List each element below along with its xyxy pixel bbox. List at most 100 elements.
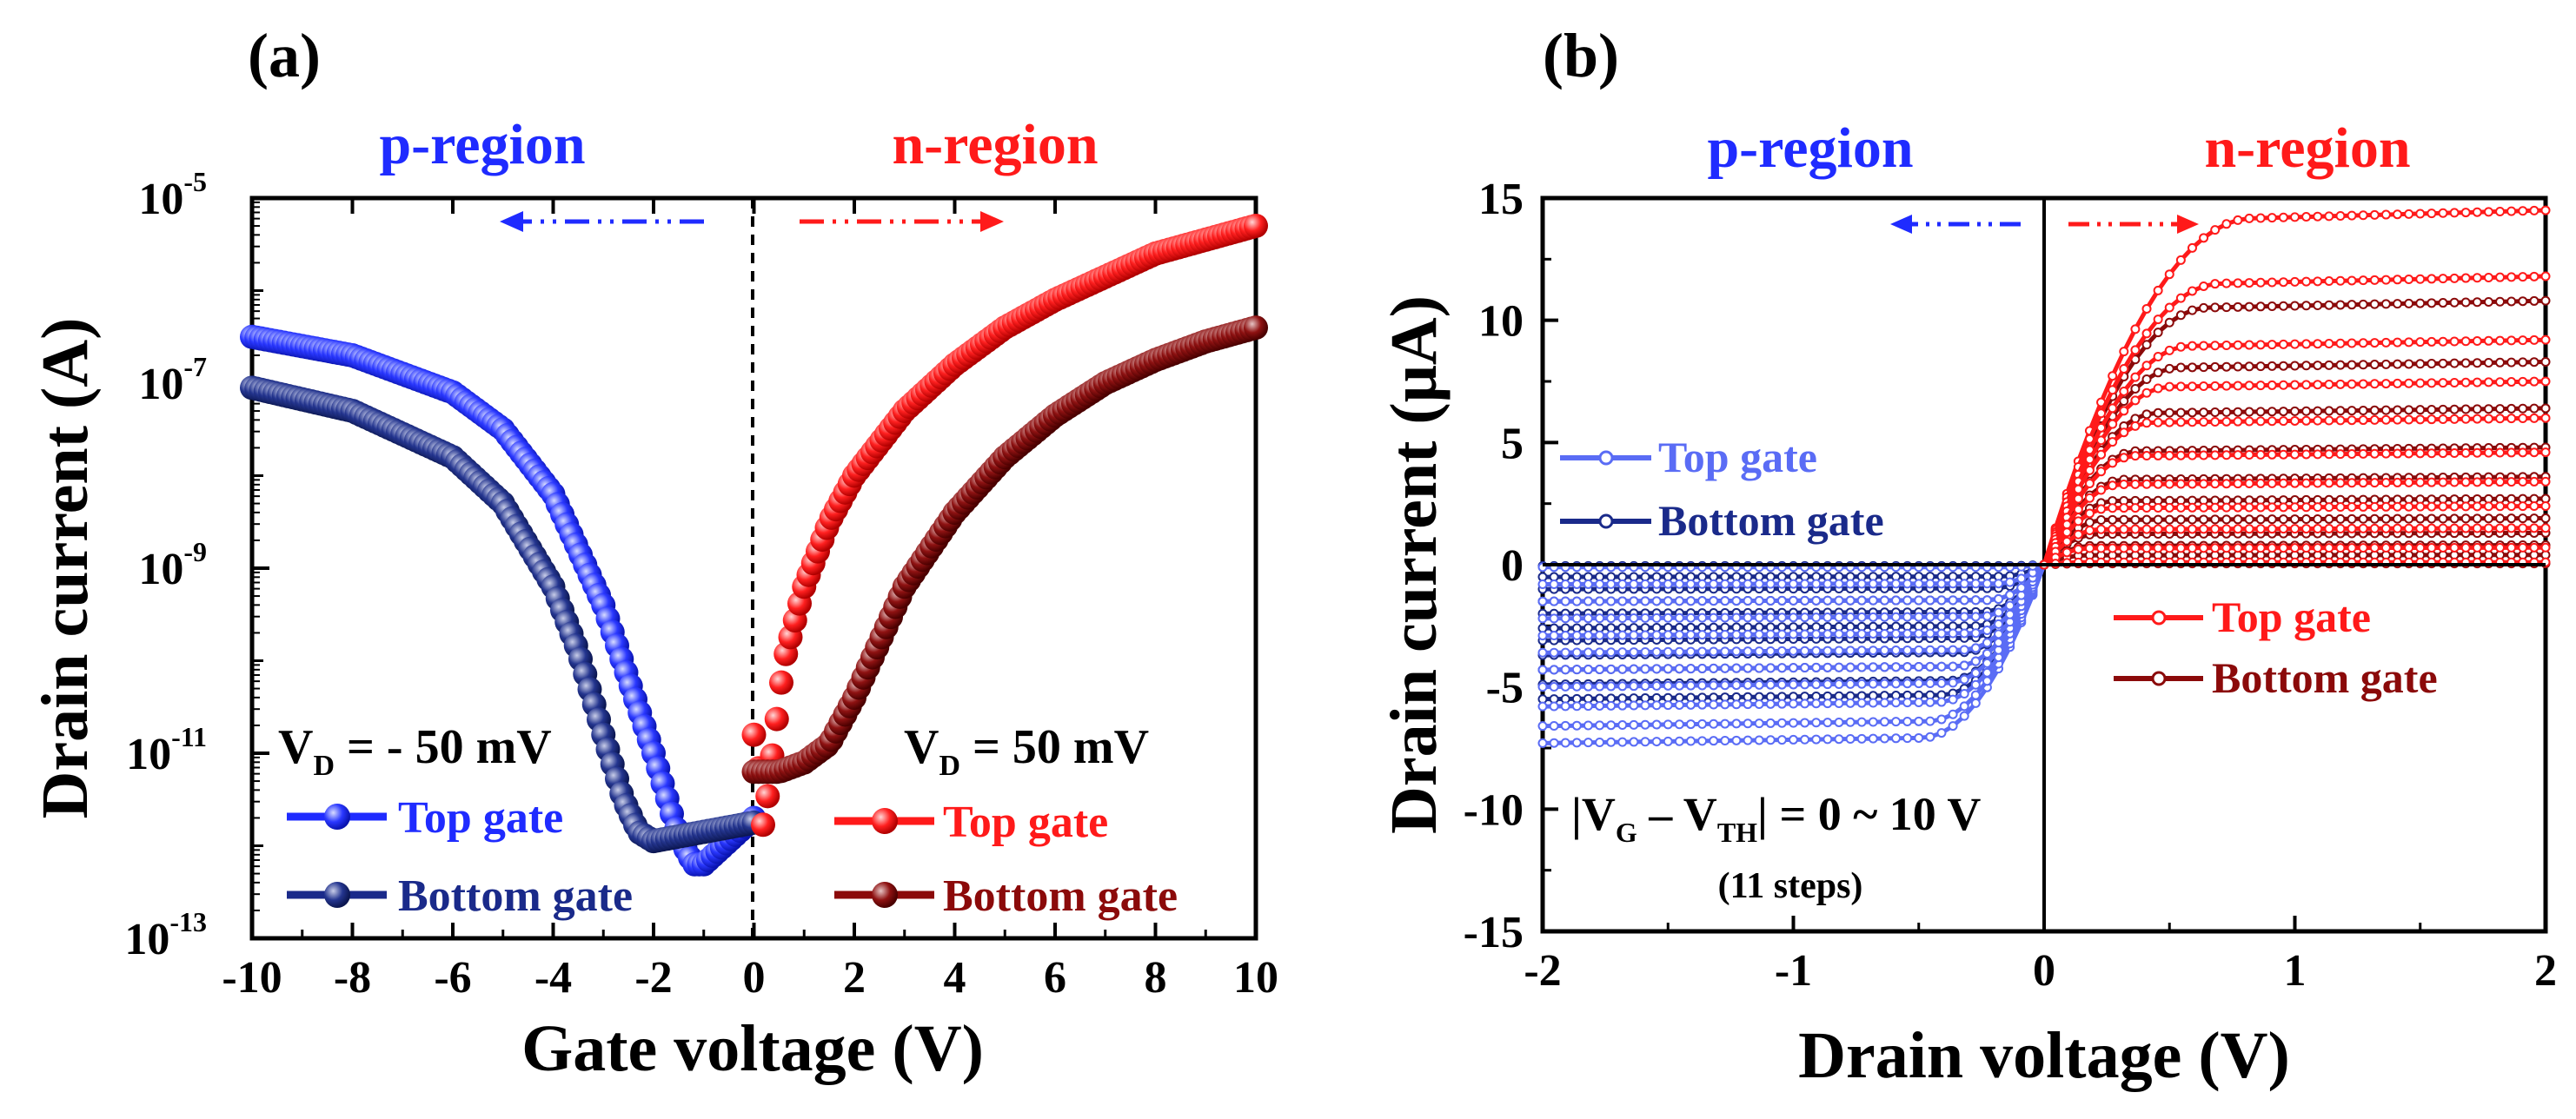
data-point bbox=[2119, 386, 2129, 396]
data-point bbox=[2153, 502, 2163, 513]
data-point bbox=[2335, 543, 2346, 553]
data-point bbox=[1982, 595, 1992, 606]
data-point bbox=[1560, 681, 1570, 692]
data-point bbox=[2369, 299, 2380, 309]
data-point bbox=[1709, 699, 1719, 710]
svg-text:Bottom gate: Bottom gate bbox=[943, 871, 1178, 921]
svg-text:Bottom gate: Bottom gate bbox=[398, 871, 633, 921]
data-point bbox=[2506, 206, 2517, 216]
data-point bbox=[1834, 698, 1844, 708]
data-point bbox=[2313, 415, 2323, 426]
data-point bbox=[1583, 613, 1593, 624]
data-point bbox=[1982, 648, 1992, 659]
data-point bbox=[1776, 579, 1787, 589]
data-point bbox=[2540, 447, 2551, 458]
data-point bbox=[2347, 360, 2357, 370]
data-point bbox=[2472, 523, 2482, 533]
data-point bbox=[1948, 645, 1958, 655]
data-point bbox=[2529, 413, 2539, 423]
data-point bbox=[1731, 680, 1742, 691]
data-point bbox=[2221, 524, 2232, 534]
data-point bbox=[1595, 737, 1605, 747]
data-point bbox=[1970, 595, 1981, 606]
x-tick-label: 2 bbox=[843, 953, 866, 1003]
data-point bbox=[1537, 631, 1548, 641]
panel-b-x-tick-labels: -2 -1 0 1 2 bbox=[1524, 946, 2557, 996]
data-point bbox=[1789, 612, 1798, 623]
data-point bbox=[2335, 502, 2346, 513]
y-tick-label: 15 bbox=[1478, 175, 1524, 224]
y-tick-label: 0 bbox=[1501, 541, 1524, 591]
data-point bbox=[2301, 478, 2312, 488]
data-point bbox=[1902, 645, 1913, 655]
data-point bbox=[2313, 449, 2323, 460]
data-point bbox=[2449, 414, 2460, 424]
data-point bbox=[2540, 476, 2551, 487]
data-point bbox=[2108, 458, 2118, 468]
data-point bbox=[2427, 448, 2437, 459]
data-point bbox=[2427, 298, 2437, 308]
data-point bbox=[2187, 524, 2197, 534]
data-point bbox=[2506, 335, 2517, 346]
data-point bbox=[2153, 367, 2163, 378]
data-point bbox=[1800, 629, 1810, 639]
data-point bbox=[2335, 406, 2346, 416]
data-point bbox=[1583, 701, 1593, 712]
data-point bbox=[2483, 377, 2493, 387]
data-point bbox=[2518, 447, 2528, 458]
data-point bbox=[1891, 595, 1902, 606]
data-point bbox=[1549, 579, 1559, 589]
data-point bbox=[2130, 324, 2141, 334]
data-point bbox=[1651, 579, 1662, 589]
data-point bbox=[1845, 698, 1856, 708]
data-point bbox=[1776, 679, 1787, 690]
data-point bbox=[2233, 215, 2243, 225]
data-point bbox=[2369, 543, 2380, 553]
data-point bbox=[2449, 297, 2460, 308]
data-point bbox=[1902, 579, 1913, 589]
data-point bbox=[2415, 405, 2426, 415]
data-point bbox=[1743, 596, 1753, 606]
data-point bbox=[741, 722, 767, 747]
data-point bbox=[1595, 720, 1605, 731]
data-point bbox=[2244, 278, 2254, 288]
data-point bbox=[1571, 720, 1582, 731]
data-point bbox=[2096, 543, 2107, 553]
data-point bbox=[2119, 453, 2129, 463]
data-point bbox=[1868, 662, 1878, 672]
data-point bbox=[1571, 630, 1582, 640]
data-point bbox=[2108, 514, 2118, 525]
data-point bbox=[2153, 450, 2163, 460]
data-point bbox=[2301, 502, 2312, 513]
data-point bbox=[2210, 416, 2221, 427]
data-point bbox=[2130, 451, 2141, 461]
data-point bbox=[2529, 513, 2539, 524]
data-point bbox=[2358, 513, 2368, 524]
data-point bbox=[1674, 596, 1684, 606]
data-point bbox=[2324, 513, 2334, 524]
data-point bbox=[1697, 596, 1708, 606]
data-point bbox=[1822, 662, 1833, 672]
data-point bbox=[2380, 405, 2391, 415]
data-point bbox=[2153, 524, 2163, 534]
data-point bbox=[2175, 341, 2186, 352]
data-point bbox=[1811, 679, 1822, 690]
data-point bbox=[1914, 628, 1924, 639]
data-point bbox=[2483, 414, 2493, 424]
data-point bbox=[2290, 449, 2300, 460]
data-point bbox=[1834, 734, 1844, 745]
data-point bbox=[1822, 612, 1833, 623]
x-tick-label: -4 bbox=[534, 953, 572, 1003]
data-point bbox=[1754, 595, 1764, 606]
data-point bbox=[2460, 447, 2471, 458]
data-point bbox=[2460, 404, 2471, 414]
data-point bbox=[1914, 661, 1924, 672]
data-point bbox=[2290, 380, 2300, 390]
data-point bbox=[1845, 629, 1856, 639]
panel-b-label: (b) bbox=[1543, 21, 1619, 90]
data-point bbox=[2187, 341, 2197, 351]
data-point bbox=[2472, 513, 2482, 524]
data-point bbox=[2210, 407, 2221, 418]
data-point bbox=[1709, 736, 1719, 746]
